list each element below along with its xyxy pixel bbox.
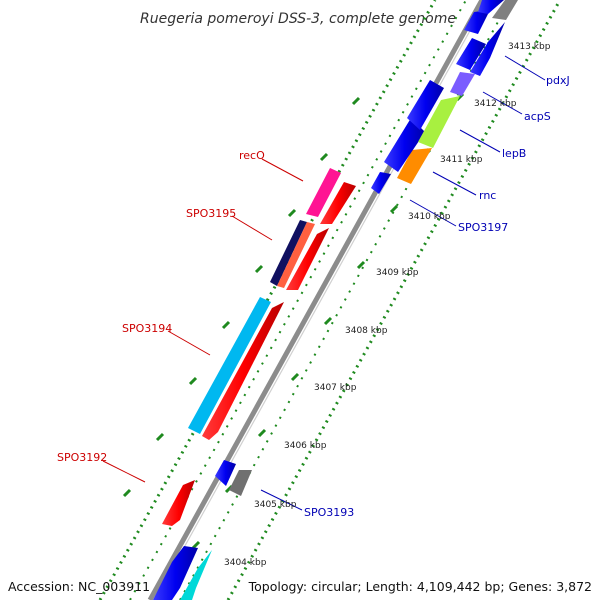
gene-blue-bottom[interactable] <box>153 546 198 600</box>
gene-gray-top[interactable] <box>492 0 518 20</box>
tick-line-outer-left <box>98 0 437 600</box>
gene-SPO3193[interactable] <box>229 470 252 496</box>
callout-SPO3195 <box>231 215 273 241</box>
scale-label: 3411 kbp <box>440 155 483 165</box>
gene-pdxJ[interactable] <box>470 22 505 76</box>
gene-recO-b[interactable] <box>320 182 356 224</box>
gene-SPO3195-b[interactable] <box>286 228 329 290</box>
major-tick <box>323 316 333 326</box>
gene-blue-e[interactable] <box>478 0 504 14</box>
gene-blue-d[interactable] <box>464 10 490 34</box>
scale-label: 3405 kbp <box>254 500 297 510</box>
gene-SPO3194[interactable] <box>188 297 271 434</box>
gene-label-SPO3194[interactable]: SPO3194 <box>122 322 172 335</box>
gene-recO[interactable] <box>306 168 341 217</box>
major-tick <box>389 204 399 214</box>
topology-text: Topology: circular; Length: 4,109,442 bp… <box>248 579 592 594</box>
gene-label-lepB[interactable]: lepB <box>502 147 526 160</box>
callout-rnc <box>432 171 477 196</box>
scale-label: 3413 kbp <box>508 42 551 52</box>
gene-blue-a[interactable] <box>384 118 425 172</box>
scale-label: 3409 kbp <box>376 268 419 278</box>
gene-blue-c[interactable] <box>456 38 486 70</box>
callout-SPO3194 <box>167 330 211 356</box>
major-tick <box>188 376 198 386</box>
scale-label: 3407 kbp <box>314 383 357 393</box>
callout-SPO3197 <box>409 199 457 227</box>
major-tick <box>257 428 267 438</box>
callout-pdxJ <box>504 55 546 81</box>
gene-rnc[interactable] <box>397 148 432 184</box>
gene-label-recO[interactable]: recO <box>239 149 265 162</box>
reverse-genes <box>153 0 518 600</box>
callout-lepB <box>459 129 501 153</box>
callout-recO <box>261 158 304 182</box>
callout-SPO3193 <box>260 489 303 511</box>
scale-label: 3410 kbp <box>408 212 451 222</box>
callout-acpS <box>482 91 523 115</box>
gene-label-rnc[interactable]: rnc <box>479 189 496 202</box>
callout-lines <box>102 55 546 511</box>
forward-genes <box>162 168 356 526</box>
gene-labels: recO SPO3195 SPO3194 SPO3192 pdxJ acpS l… <box>57 74 570 519</box>
gene-SPO3195-c[interactable] <box>277 222 315 288</box>
major-tick <box>287 208 297 218</box>
gene-label-acpS[interactable]: acpS <box>524 110 551 123</box>
accession-text: Accession: NC_003911 <box>8 579 151 594</box>
gene-label-SPO3192[interactable]: SPO3192 <box>57 451 107 464</box>
gene-label-SPO3195[interactable]: SPO3195 <box>186 207 236 220</box>
map-title: Ruegeria pomeroyi DSS-3, complete genome <box>140 11 456 27</box>
scale-label: 3408 kbp <box>345 326 388 336</box>
callout-SPO3192 <box>102 460 146 483</box>
scale-label: 3412 kbp <box>474 99 517 109</box>
major-tick <box>319 152 329 162</box>
major-tick <box>221 320 231 330</box>
gene-label-SPO3197[interactable]: SPO3197 <box>458 221 508 234</box>
tick-line-inner-right <box>179 0 511 600</box>
gene-SPO3195[interactable] <box>270 220 307 286</box>
gene-SPO3197[interactable] <box>371 172 391 194</box>
major-tick <box>290 372 300 382</box>
major-tick <box>351 96 361 106</box>
major-tick <box>254 264 264 274</box>
scale-labels: 3404 kbp 3405 kbp 3406 kbp 3407 kbp 3408… <box>224 42 551 568</box>
gene-acpS[interactable] <box>450 72 475 96</box>
major-tick <box>155 432 165 442</box>
gene-SPO3192[interactable] <box>162 480 195 526</box>
major-tick <box>356 260 366 270</box>
gene-blue-b[interactable] <box>407 80 444 130</box>
gene-SPO3194-b[interactable] <box>202 302 284 440</box>
gene-label-SPO3193[interactable]: SPO3193 <box>304 506 354 519</box>
gene-label-pdxJ[interactable]: pdxJ <box>546 74 570 87</box>
gene-cyan-bottom[interactable] <box>180 550 212 600</box>
gene-lepB[interactable] <box>418 96 460 148</box>
scale-label: 3404 kbp <box>224 558 267 568</box>
major-tick <box>191 540 201 550</box>
gene-SPO3193-a[interactable] <box>215 460 236 486</box>
scale-label: 3406 kbp <box>284 441 327 451</box>
major-tick <box>122 488 132 498</box>
tick-line-inner-left <box>129 0 467 600</box>
tick-line-outer-right <box>226 0 562 600</box>
